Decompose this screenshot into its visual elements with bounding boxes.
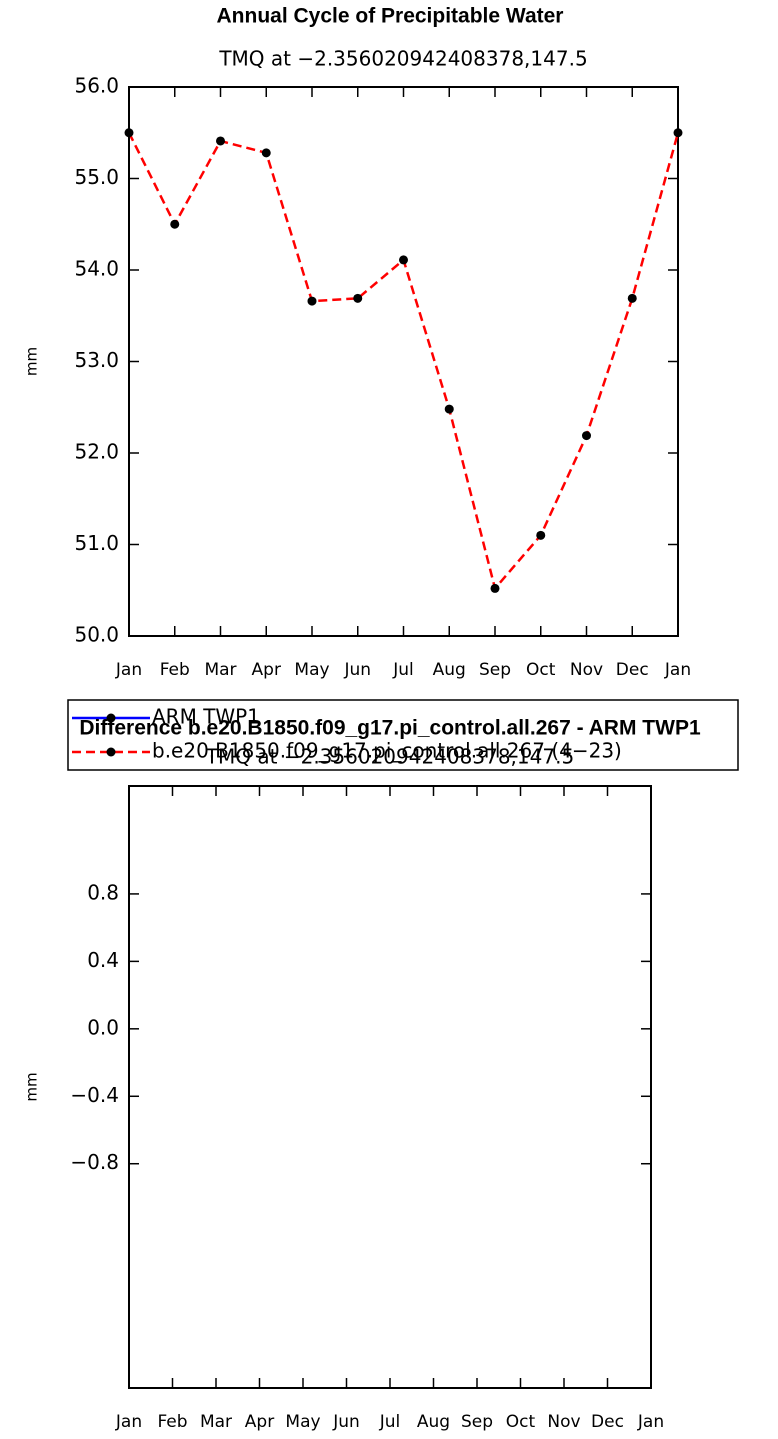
y-tick-label: 53.0 [74,348,119,372]
data-point [536,530,546,540]
data-point [399,255,408,265]
y-tick-label: 0.0 [87,1015,119,1039]
x-tick-label: Sep [479,660,511,680]
x-tick-label: Dec [591,1412,624,1432]
y-tick-label: −0.4 [70,1083,119,1107]
data-point [582,431,591,441]
chart-title: Annual Cycle of Precipitable Water [217,5,564,28]
x-tick-label: Jul [392,660,414,680]
x-tick-label: Feb [157,1412,187,1432]
x-tick-label: Apr [245,1412,274,1432]
plot-frame [128,785,652,1389]
y-tick-label: 56.0 [74,74,119,98]
legend-marker [106,713,116,723]
y-axis-label: mm [23,1072,41,1101]
y-tick-label: 50.0 [74,623,119,647]
plot-frame [128,86,679,637]
data-point [216,136,225,146]
x-tick-label: Feb [160,660,190,680]
x-tick-label: Aug [433,660,466,680]
data-point [353,293,363,303]
x-tick-label: Dec [616,660,649,680]
x-tick-label: Jan [115,660,142,680]
y-tick-label: 0.8 [87,880,119,904]
y-axis-label: mm [23,347,41,376]
chart-subtitle: TMQ at −2.356020942408378,147.5 [205,745,574,769]
y-tick-label: 52.0 [74,440,119,464]
x-tick-label: Jan [115,1412,142,1432]
data-point [261,148,271,158]
data-point [490,583,500,593]
x-tick-label: Jun [332,1412,360,1432]
y-tick-label: 51.0 [74,531,119,555]
y-tick-label: −0.8 [70,1150,119,1174]
legend-box [67,699,739,771]
x-tick-label: Apr [252,660,281,680]
x-tick-label: Nov [570,660,603,680]
y-tick-label: 0.4 [87,948,119,972]
x-tick-label: Mar [204,660,236,680]
x-tick-label: Oct [526,660,556,680]
x-tick-label: Oct [506,1412,536,1432]
data-point [627,293,637,303]
y-tick-label: 54.0 [74,257,119,281]
x-tick-label: Jul [379,1412,401,1432]
x-tick-label: Nov [547,1412,580,1432]
chart-title: Difference b.e20.B1850.f09_g17.pi_contro… [79,717,701,740]
x-tick-label: May [285,1412,320,1432]
x-tick-label: Jan [637,1412,664,1432]
data-point [673,128,683,138]
x-tick-label: Jun [343,660,371,680]
data-point [307,296,317,306]
x-tick-label: Mar [200,1412,232,1432]
legend-label: ARM TWP1 [152,705,260,729]
data-point [444,404,454,414]
chart-subtitle: TMQ at −2.356020942408378,147.5 [218,47,587,71]
series-line [127,132,680,592]
x-tick-label: Jan [664,660,691,680]
legend-label: b.e20.B1850.f09_g17.pi_control.all.267 (… [152,739,622,763]
legend-marker [106,747,116,757]
data-point [170,219,180,229]
data-point [124,128,134,138]
y-tick-label: 55.0 [74,165,119,189]
x-tick-label: Sep [461,1412,493,1432]
x-tick-label: Aug [417,1412,450,1432]
x-tick-label: May [294,660,329,680]
